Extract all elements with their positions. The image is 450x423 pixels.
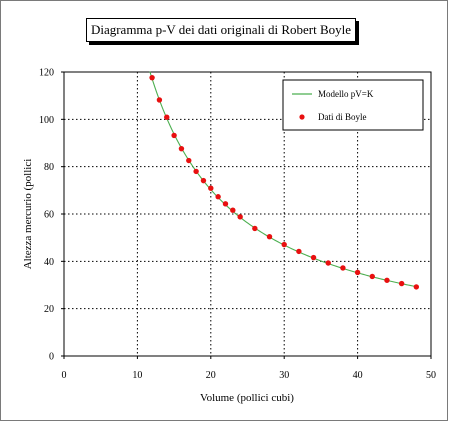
data-points-group [149, 74, 420, 290]
data-point [193, 168, 199, 175]
data-point [156, 97, 163, 103]
data-point [164, 114, 170, 120]
grid [64, 72, 431, 356]
y-tick-label: 20 [44, 304, 54, 315]
x-axis-label: Volume (pollici cubi) [200, 392, 294, 404]
data-point [230, 207, 236, 213]
ticks: 0 10 20 30 40 50 0 20 40 60 80 100 120 [39, 68, 436, 382]
x-tick-label: 0 [62, 370, 67, 381]
data-point [237, 214, 243, 220]
data-point [340, 265, 346, 271]
y-tick-label: 40 [44, 257, 54, 268]
data-point [208, 185, 214, 191]
x-tick-label: 40 [353, 370, 363, 381]
data-point [186, 157, 192, 164]
data-point [310, 254, 317, 261]
data-point [200, 177, 207, 184]
legend-label-data: Dati di Boyle [318, 112, 367, 122]
legend-marker-swatch [299, 114, 305, 120]
data-point [281, 241, 287, 248]
data-point [354, 269, 361, 276]
legend-label-model: Modello pV=K [318, 89, 374, 99]
y-axis-label: Altezza mercurio (pollici [22, 159, 34, 270]
chart-title-box: Diagramma p-V dei dati originali di Robe… [86, 18, 356, 42]
legend-box [282, 79, 424, 131]
x-tick-label: 20 [206, 370, 216, 381]
data-point [222, 201, 229, 207]
y-tick-label: 100 [39, 115, 54, 126]
y-tick-label: 60 [44, 210, 54, 221]
data-point [215, 194, 221, 200]
x-tick-label: 10 [132, 370, 142, 381]
y-tick-label: 120 [39, 68, 54, 79]
x-tick-label: 50 [426, 370, 436, 381]
x-tick-label: 30 [279, 370, 289, 381]
chart-title: Diagramma p-V dei dati originali di Robe… [90, 22, 352, 37]
data-point [325, 260, 331, 266]
y-tick-label: 80 [44, 162, 54, 173]
data-point [252, 225, 258, 232]
data-point [296, 248, 302, 255]
data-point [178, 145, 185, 152]
legend: Modello pV=K Dati di Boyle [282, 79, 424, 131]
data-point [171, 132, 177, 139]
y-tick-label: 0 [49, 352, 54, 363]
data-point [384, 277, 390, 283]
data-point [398, 280, 405, 287]
data-point [149, 74, 155, 81]
data-point [369, 273, 375, 280]
data-point [413, 284, 420, 290]
data-point [266, 234, 273, 240]
